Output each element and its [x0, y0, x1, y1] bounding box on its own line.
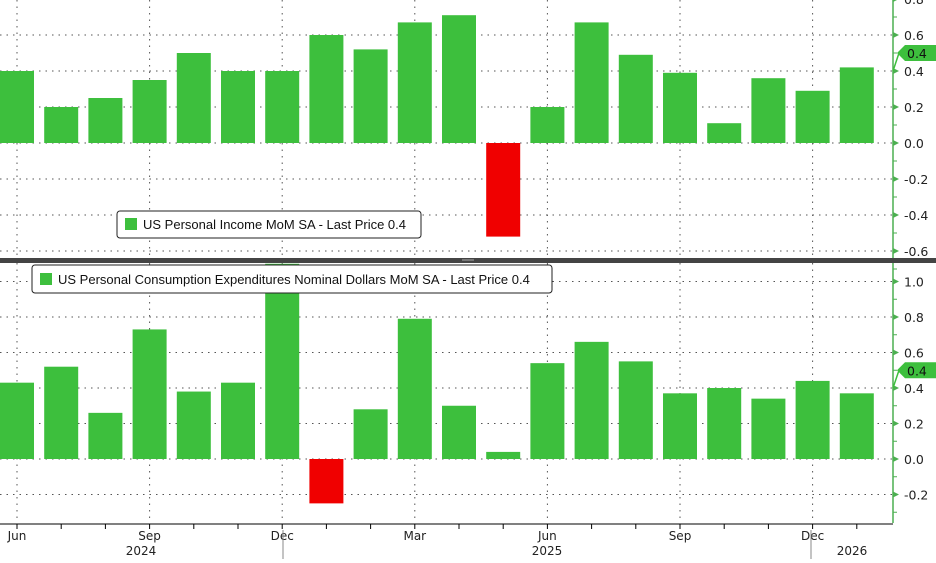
- ytick-label: 1.0: [904, 275, 924, 290]
- xtick-label: Mar: [403, 529, 426, 543]
- bar-feb-2025[interactable]: [353, 409, 388, 459]
- bar-mar-2025[interactable]: [397, 22, 432, 143]
- ytick-mark: [893, 314, 899, 320]
- xtick-label: Dec: [271, 529, 294, 543]
- last-price-pointer: [892, 370, 900, 389]
- bar-may-2025[interactable]: [486, 143, 521, 237]
- bar-jul-2024[interactable]: [44, 366, 79, 459]
- bar-nov-2024[interactable]: [221, 71, 255, 143]
- bar-dec-2025[interactable]: [795, 90, 830, 143]
- ytick-mark: [893, 0, 897, 2]
- bar-oct-2025[interactable]: [707, 123, 742, 143]
- panel-income: 0.8 0.6 0.4 0.2 0.0 -0.2 -0.4 -0.6 0.4: [0, 0, 936, 270]
- bar-aug-2024[interactable]: [88, 98, 123, 143]
- bar-nov-2024[interactable]: [221, 382, 255, 459]
- bar-jan-2025[interactable]: [309, 35, 344, 143]
- legend-label: US Personal Consumption Expenditures Nom…: [58, 272, 530, 287]
- ytick-mark: [893, 491, 899, 498]
- bar-nov-2025[interactable]: [751, 78, 786, 143]
- legend-income: US Personal Income MoM SA - Last Price 0…: [116, 210, 422, 239]
- ytick-label: 0.8: [904, 310, 924, 325]
- ytick-label: -0.6: [904, 244, 928, 259]
- bar-apr-2025[interactable]: [442, 15, 476, 144]
- ytick-mark: [893, 420, 899, 427]
- ytick-label: -0.2: [904, 488, 928, 503]
- bar-apr-2025[interactable]: [442, 405, 476, 459]
- year-label: 2024: [126, 544, 157, 558]
- ytick-label: 0.8: [904, 0, 924, 7]
- bar-aug-2025[interactable]: [618, 54, 653, 143]
- last-price-label: 0.4: [907, 46, 927, 61]
- ytick-mark: [893, 68, 899, 74]
- last-price-label: 0.4: [907, 363, 927, 378]
- bar-jan-2025[interactable]: [309, 459, 344, 504]
- bar-aug-2024[interactable]: [88, 412, 123, 459]
- ytick-label: 0.4: [904, 64, 924, 79]
- ytick-mark: [893, 248, 899, 254]
- ytick-mark: [893, 278, 899, 285]
- ytick-label: 0.0: [904, 136, 924, 151]
- bar-jan-2026[interactable]: [839, 393, 874, 459]
- legend-swatch: [40, 273, 52, 285]
- ytick-mark: [893, 456, 899, 462]
- panel-pce: 1.0 0.8 0.6 0.4 0.2 0.0 -0.2 0.4: [0, 263, 936, 523]
- ytick-mark: [893, 104, 899, 110]
- last-price-tag: [897, 362, 936, 379]
- ytick-label: 0.0: [904, 452, 924, 467]
- bar-nov-2025[interactable]: [751, 398, 786, 459]
- ytick-mark: [893, 385, 899, 391]
- ytick-mark: [893, 212, 899, 218]
- ytick-label: 0.2: [904, 100, 924, 115]
- bar-jun-2024[interactable]: [0, 71, 34, 143]
- xtick-label: Dec: [801, 529, 824, 543]
- ytick-mark: [893, 140, 899, 146]
- bar-jul-2025[interactable]: [574, 22, 609, 143]
- bar-sep-2025[interactable]: [663, 393, 697, 459]
- bar-dec-2025[interactable]: [795, 380, 830, 459]
- bar-dec-2024[interactable]: [265, 263, 300, 459]
- bar-jun-2025[interactable]: [530, 363, 565, 459]
- bar-may-2025[interactable]: [486, 451, 521, 459]
- ytick-mark: [893, 176, 899, 182]
- ytick-label: 0.6: [904, 28, 924, 43]
- xtick-label: Jun: [7, 529, 27, 543]
- bar-oct-2024[interactable]: [176, 391, 211, 459]
- legend-pce: US Personal Consumption Expenditures Nom…: [31, 264, 553, 294]
- bar-jun-2024[interactable]: [0, 382, 34, 459]
- bar-jul-2025[interactable]: [574, 341, 609, 459]
- bar-sep-2024[interactable]: [132, 329, 167, 459]
- bar-oct-2024[interactable]: [176, 53, 211, 143]
- ytick-mark: [893, 32, 899, 38]
- bar-jul-2024[interactable]: [44, 107, 79, 143]
- legend-swatch: [125, 218, 137, 230]
- last-price-pointer: [892, 52, 900, 72]
- ytick-label: 0.6: [904, 346, 924, 361]
- xtick-label: Sep: [669, 529, 692, 543]
- bar-aug-2025[interactable]: [618, 361, 653, 459]
- ytick-mark: [893, 349, 899, 356]
- bar-sep-2025[interactable]: [663, 72, 697, 143]
- bar-feb-2025[interactable]: [353, 49, 388, 143]
- ytick-label: 0.2: [904, 417, 924, 432]
- year-label: 2025: [532, 544, 563, 558]
- xtick-label: Jun: [537, 529, 557, 543]
- bar-mar-2025[interactable]: [397, 318, 432, 459]
- legend-label: US Personal Income MoM SA - Last Price 0…: [143, 217, 406, 232]
- bar-jun-2025[interactable]: [530, 107, 565, 143]
- last-price-tag: [897, 45, 936, 61]
- xtick-label: Sep: [138, 529, 161, 543]
- ytick-label: 0.4: [904, 381, 924, 396]
- bar-oct-2025[interactable]: [707, 388, 742, 459]
- bar-dec-2024[interactable]: [265, 71, 300, 143]
- year-label: 2026: [837, 544, 868, 558]
- ytick-label: -0.4: [904, 208, 928, 223]
- ytick-label: -0.2: [904, 172, 928, 187]
- bar-jan-2026[interactable]: [839, 67, 874, 143]
- bar-sep-2024[interactable]: [132, 80, 167, 143]
